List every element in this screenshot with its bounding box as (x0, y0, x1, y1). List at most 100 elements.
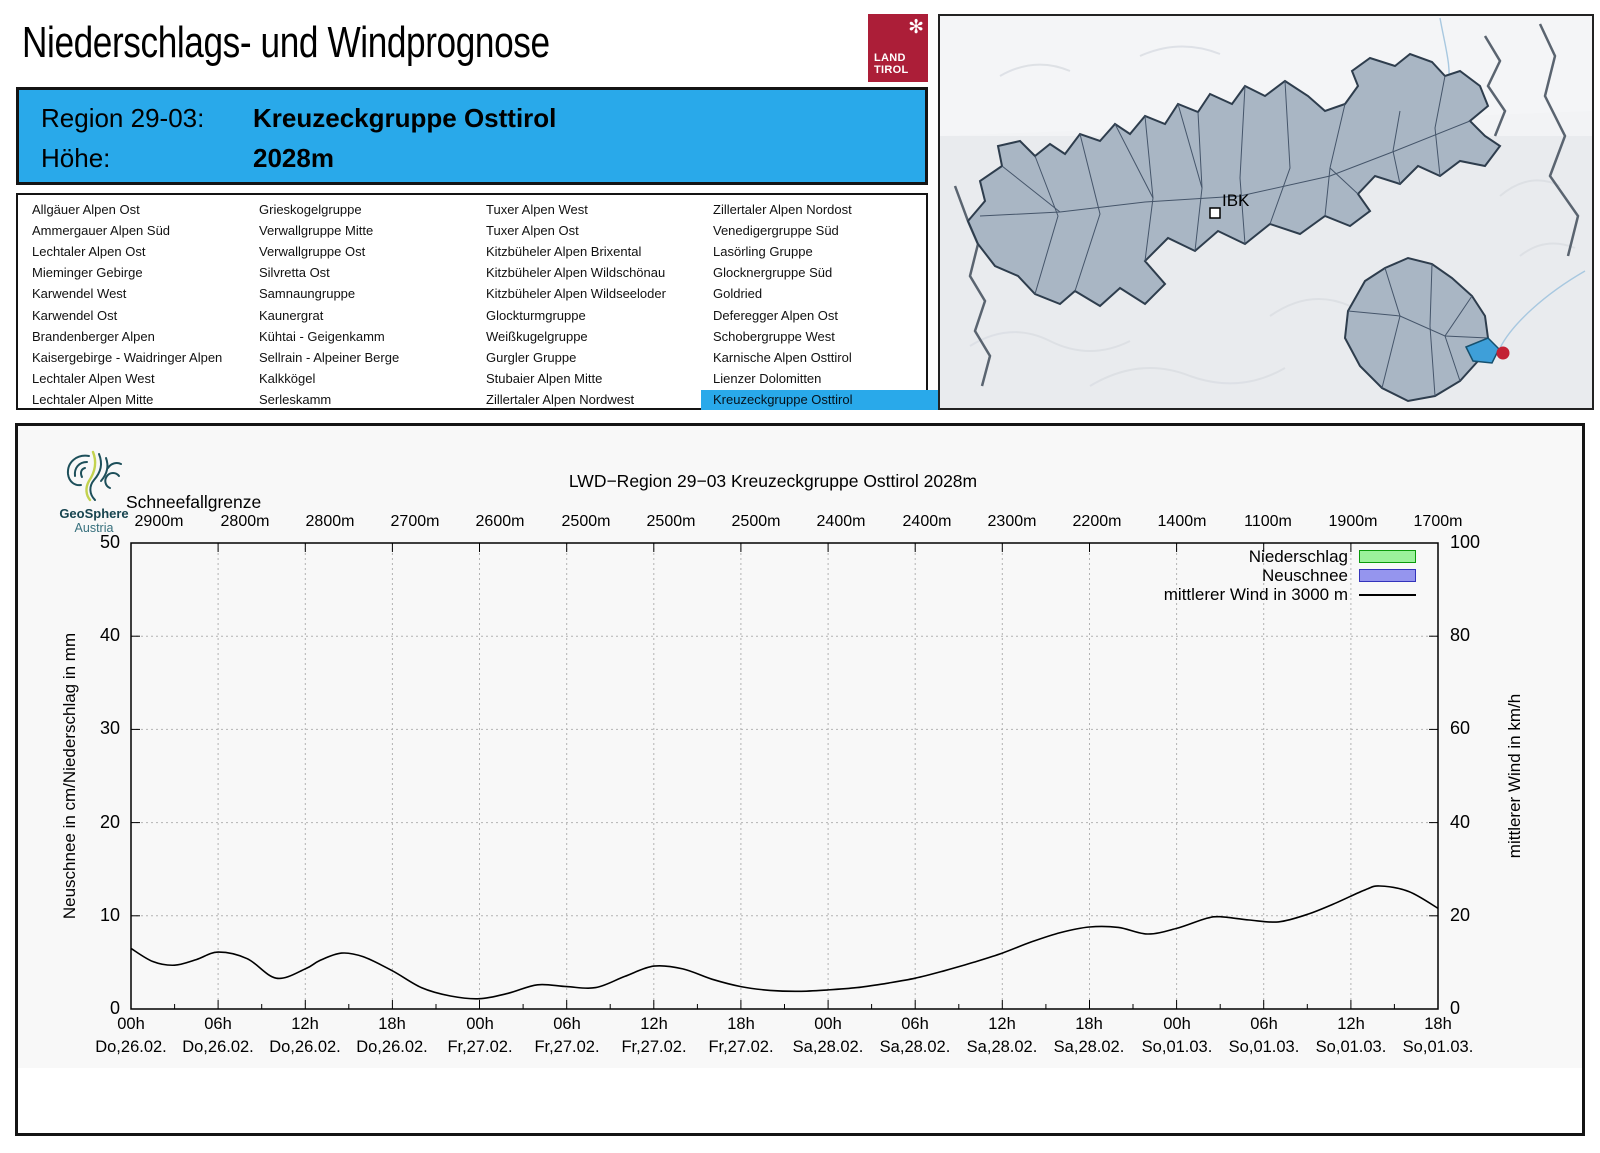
region-item[interactable]: Karwendel Ost (32, 307, 118, 323)
region-item[interactable]: Lechtaler Alpen Ost (32, 243, 146, 259)
y-right-tick-label: 100 (1450, 532, 1481, 552)
snowline-value: 1400m (1157, 513, 1207, 530)
x-tick-date: So,01.03. (1315, 1038, 1387, 1056)
region-info-box: Region 29-03: Kreuzeckgruppe Osttirol Höh… (16, 87, 928, 185)
snowline-value: 2800m (220, 513, 270, 530)
x-tick-date: Fr,27.02. (447, 1038, 513, 1056)
region-item[interactable]: Silvretta Ost (259, 265, 330, 281)
legend-label: mittlerer Wind in 3000 m (1163, 585, 1348, 604)
region-item[interactable]: Kitzbüheler Alpen Wildschönau (486, 265, 666, 281)
region-item[interactable]: Serleskamm (259, 392, 332, 408)
x-tick-time: 00h (117, 1015, 145, 1033)
region-item[interactable]: Gurgler Gruppe (486, 349, 577, 365)
y-left-tick-label: 10 (99, 905, 120, 925)
region-item[interactable]: Samnaungruppe (259, 286, 356, 302)
region-item[interactable]: Sellrain - Alpeiner Berge (259, 349, 400, 365)
region-item[interactable]: Deferegger Alpen Ost (713, 307, 839, 323)
x-tick-date: Fr,27.02. (534, 1038, 600, 1056)
geosphere-country: Austria (74, 521, 114, 535)
snowline-value: 2900m (134, 513, 184, 530)
snowline-value: 1100m (1244, 513, 1292, 530)
ibk-label: IBK (1222, 191, 1250, 210)
region-label: Region 29-03: (41, 103, 205, 133)
region-item[interactable]: Karnische Alpen Osttirol (713, 349, 852, 365)
x-tick-date: Sa,28.02. (879, 1038, 951, 1056)
snowline-value: 2400m (816, 513, 866, 530)
snowline-value: 2500m (561, 513, 611, 530)
snowline-value: 2800m (305, 513, 355, 530)
region-item[interactable]: Zillertaler Alpen Nordwest (486, 392, 635, 408)
x-tick-time: 12h (640, 1015, 668, 1033)
geosphere-name: GeoSphere (59, 506, 129, 521)
geosphere-logo: GeoSphere Austria (56, 450, 132, 535)
snowline-value: 1900m (1328, 513, 1378, 530)
altitude-label: Höhe: (41, 143, 111, 173)
x-tick-date: Do,26.02. (356, 1038, 428, 1056)
region-item[interactable]: Kaunergrat (259, 307, 324, 323)
region-item[interactable]: Lechtaler Alpen West (32, 371, 155, 387)
x-tick-date: Sa,28.02. (792, 1038, 864, 1056)
region-item[interactable]: Grieskogelgruppe (259, 201, 362, 217)
y-left-tick-label: 20 (99, 812, 120, 832)
forecast-plot (130, 542, 1439, 1010)
region-item[interactable]: Zillertaler Alpen Nordost (713, 201, 852, 217)
region-item[interactable]: Kitzbüheler Alpen Brixental (486, 243, 642, 259)
snowline-value: 2600m (475, 513, 525, 530)
region-name: Kreuzeckgruppe Osttirol (253, 103, 557, 133)
y-right-tick-label: 60 (1450, 718, 1471, 738)
north-tirol-region (966, 52, 1502, 308)
region-item[interactable]: Kalkkögel (259, 371, 316, 387)
y-left-tick-label: 50 (99, 532, 120, 552)
region-item[interactable]: Karwendel West (32, 286, 127, 302)
x-tick-time: 06h (1250, 1015, 1278, 1033)
x-tick-date: Do,26.02. (95, 1038, 167, 1056)
region-item[interactable]: Verwallgruppe Ost (259, 243, 366, 259)
region-item[interactable]: Lienzer Dolomitten (713, 371, 822, 387)
region-item[interactable]: Venedigergruppe Süd (713, 222, 839, 238)
land-tirol-logo-text: LAND TIROL (874, 52, 909, 76)
region-item[interactable]: Kühtai - Geigenkamm (259, 328, 385, 344)
snowline-value: 2500m (731, 513, 781, 530)
region-item[interactable]: Glockturmgruppe (486, 307, 586, 323)
x-tick-date: So,01.03. (1228, 1038, 1300, 1056)
geosphere-logo-icon (66, 450, 122, 502)
chart-background (18, 426, 1582, 1068)
x-tick-time: 18h (727, 1015, 755, 1033)
x-tick-date: So,01.03. (1141, 1038, 1213, 1056)
y-right-tick-label: 0 (1450, 998, 1461, 1018)
x-tick-date: Do,26.02. (269, 1038, 341, 1056)
region-item[interactable]: Stubaier Alpen Mitte (486, 371, 603, 387)
region-item[interactable]: Allgäuer Alpen Ost (32, 201, 140, 217)
region-item[interactable]: Weißkugelgruppe (486, 328, 588, 344)
altitude-value: 2028m (253, 143, 334, 173)
legend-swatch (1359, 569, 1416, 582)
region-item[interactable]: Glocknergruppe Süd (713, 265, 833, 281)
chart-title: LWD−Region 29−03 Kreuzeckgruppe Osttirol… (568, 471, 978, 491)
region-item[interactable]: Kitzbüheler Alpen Wildseeloder (486, 286, 666, 302)
region-item[interactable]: Kreuzeckgruppe Osttirol (701, 390, 938, 411)
region-item[interactable]: Kaisergebirge - Waidringer Alpen (32, 349, 223, 365)
ibk-marker (1209, 207, 1221, 219)
region-item[interactable]: Lechtaler Alpen Mitte (32, 392, 154, 408)
y-right-tick-label: 20 (1450, 905, 1471, 925)
x-tick-time: 18h (1424, 1015, 1452, 1033)
region-item[interactable]: Schobergruppe West (713, 328, 835, 344)
legend-label: Neuschnee (1261, 566, 1348, 585)
region-item[interactable]: Goldried (713, 286, 763, 302)
tirol-eagle-icon: ✻ (908, 17, 924, 38)
y-left-tick-label: 30 (99, 718, 120, 738)
tirol-map: IBK (938, 14, 1594, 410)
region-item[interactable]: Verwallgruppe Mitte (259, 222, 374, 238)
region-item[interactable]: Lasörling Gruppe (713, 243, 813, 259)
legend-line-swatch (1359, 594, 1416, 596)
x-tick-time: 18h (1075, 1015, 1103, 1033)
x-tick-time: 06h (553, 1015, 581, 1033)
region-item[interactable]: Tuxer Alpen Ost (486, 222, 579, 238)
region-item[interactable]: Brandenberger Alpen (32, 328, 155, 344)
region-item[interactable]: Tuxer Alpen West (486, 201, 588, 217)
x-tick-time: 06h (204, 1015, 232, 1033)
region-item[interactable]: Ammergauer Alpen Süd (32, 222, 171, 238)
x-tick-date: Fr,27.02. (621, 1038, 687, 1056)
region-item[interactable]: Mieminger Gebirge (32, 265, 143, 281)
